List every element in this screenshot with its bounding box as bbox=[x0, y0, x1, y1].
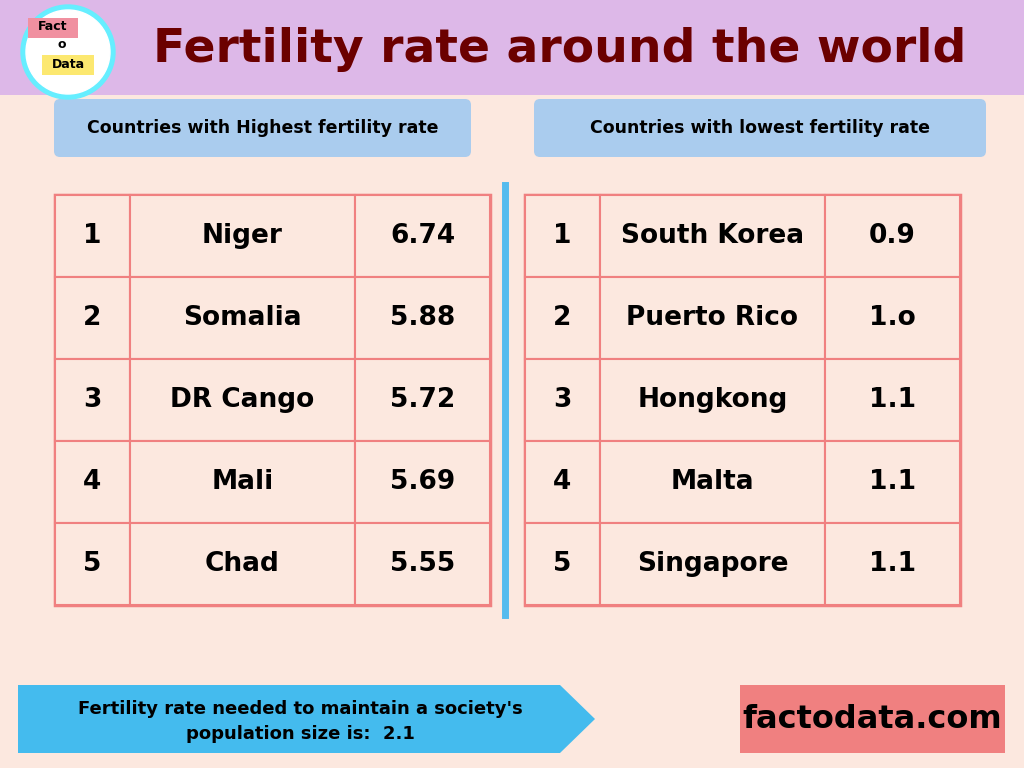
FancyBboxPatch shape bbox=[355, 277, 490, 359]
Text: 1.1: 1.1 bbox=[869, 469, 916, 495]
Text: 5.72: 5.72 bbox=[390, 387, 455, 413]
FancyBboxPatch shape bbox=[600, 441, 825, 523]
FancyBboxPatch shape bbox=[600, 277, 825, 359]
FancyBboxPatch shape bbox=[825, 523, 961, 605]
FancyBboxPatch shape bbox=[525, 359, 600, 441]
Text: Countries with lowest fertility rate: Countries with lowest fertility rate bbox=[590, 119, 930, 137]
FancyBboxPatch shape bbox=[534, 99, 986, 157]
Text: Data: Data bbox=[51, 58, 85, 71]
FancyBboxPatch shape bbox=[28, 18, 78, 38]
FancyBboxPatch shape bbox=[355, 441, 490, 523]
Circle shape bbox=[22, 5, 115, 99]
Text: o: o bbox=[57, 38, 67, 51]
Text: 2: 2 bbox=[553, 305, 571, 331]
Text: Hongkong: Hongkong bbox=[637, 387, 787, 413]
Polygon shape bbox=[18, 685, 595, 753]
Text: population size is:  2.1: population size is: 2.1 bbox=[185, 725, 415, 743]
Text: Mali: Mali bbox=[211, 469, 273, 495]
FancyBboxPatch shape bbox=[825, 195, 961, 277]
FancyBboxPatch shape bbox=[130, 277, 355, 359]
FancyBboxPatch shape bbox=[55, 441, 130, 523]
FancyBboxPatch shape bbox=[525, 523, 600, 605]
FancyBboxPatch shape bbox=[600, 195, 825, 277]
Text: Fertility rate around the world: Fertility rate around the world bbox=[154, 28, 967, 72]
Text: Somalia: Somalia bbox=[183, 305, 302, 331]
Text: 4: 4 bbox=[553, 469, 571, 495]
Text: 5.88: 5.88 bbox=[390, 305, 455, 331]
FancyBboxPatch shape bbox=[355, 195, 490, 277]
Circle shape bbox=[26, 10, 110, 94]
Text: 1.o: 1.o bbox=[869, 305, 915, 331]
FancyBboxPatch shape bbox=[525, 277, 600, 359]
Text: Fact: Fact bbox=[38, 21, 68, 34]
Text: Countries with Highest fertility rate: Countries with Highest fertility rate bbox=[87, 119, 438, 137]
FancyBboxPatch shape bbox=[825, 277, 961, 359]
Text: DR Cango: DR Cango bbox=[170, 387, 314, 413]
Text: Chad: Chad bbox=[205, 551, 280, 577]
Text: 6.74: 6.74 bbox=[390, 223, 455, 249]
Text: 5: 5 bbox=[83, 551, 101, 577]
FancyBboxPatch shape bbox=[355, 523, 490, 605]
FancyBboxPatch shape bbox=[130, 523, 355, 605]
FancyBboxPatch shape bbox=[130, 195, 355, 277]
Text: Niger: Niger bbox=[202, 223, 283, 249]
FancyBboxPatch shape bbox=[130, 359, 355, 441]
FancyBboxPatch shape bbox=[740, 685, 1005, 753]
FancyBboxPatch shape bbox=[600, 523, 825, 605]
FancyBboxPatch shape bbox=[600, 359, 825, 441]
Text: 5.55: 5.55 bbox=[390, 551, 455, 577]
FancyBboxPatch shape bbox=[525, 195, 961, 605]
Text: 3: 3 bbox=[83, 387, 101, 413]
FancyBboxPatch shape bbox=[42, 55, 94, 75]
FancyBboxPatch shape bbox=[55, 523, 130, 605]
Text: Fertility rate needed to maintain a society's: Fertility rate needed to maintain a soci… bbox=[78, 700, 522, 718]
FancyBboxPatch shape bbox=[355, 359, 490, 441]
Text: 4: 4 bbox=[83, 469, 101, 495]
Text: Malta: Malta bbox=[671, 469, 755, 495]
Text: 1.1: 1.1 bbox=[869, 387, 916, 413]
Text: factodata.com: factodata.com bbox=[742, 703, 1002, 734]
FancyBboxPatch shape bbox=[54, 99, 471, 157]
FancyBboxPatch shape bbox=[55, 195, 490, 605]
Text: Singapore: Singapore bbox=[637, 551, 788, 577]
Text: 2: 2 bbox=[83, 305, 101, 331]
FancyBboxPatch shape bbox=[55, 277, 130, 359]
Text: Puerto Rico: Puerto Rico bbox=[627, 305, 799, 331]
Text: South Korea: South Korea bbox=[621, 223, 804, 249]
Text: 1: 1 bbox=[83, 223, 101, 249]
FancyBboxPatch shape bbox=[825, 441, 961, 523]
Text: 0.9: 0.9 bbox=[869, 223, 915, 249]
Text: 3: 3 bbox=[553, 387, 571, 413]
FancyBboxPatch shape bbox=[130, 441, 355, 523]
Text: 5: 5 bbox=[553, 551, 571, 577]
FancyBboxPatch shape bbox=[525, 195, 600, 277]
Text: 1: 1 bbox=[553, 223, 571, 249]
Text: 1.1: 1.1 bbox=[869, 551, 916, 577]
FancyBboxPatch shape bbox=[55, 359, 130, 441]
FancyBboxPatch shape bbox=[825, 359, 961, 441]
Text: 5.69: 5.69 bbox=[390, 469, 455, 495]
FancyBboxPatch shape bbox=[55, 195, 130, 277]
FancyBboxPatch shape bbox=[525, 441, 600, 523]
FancyBboxPatch shape bbox=[0, 0, 1024, 95]
